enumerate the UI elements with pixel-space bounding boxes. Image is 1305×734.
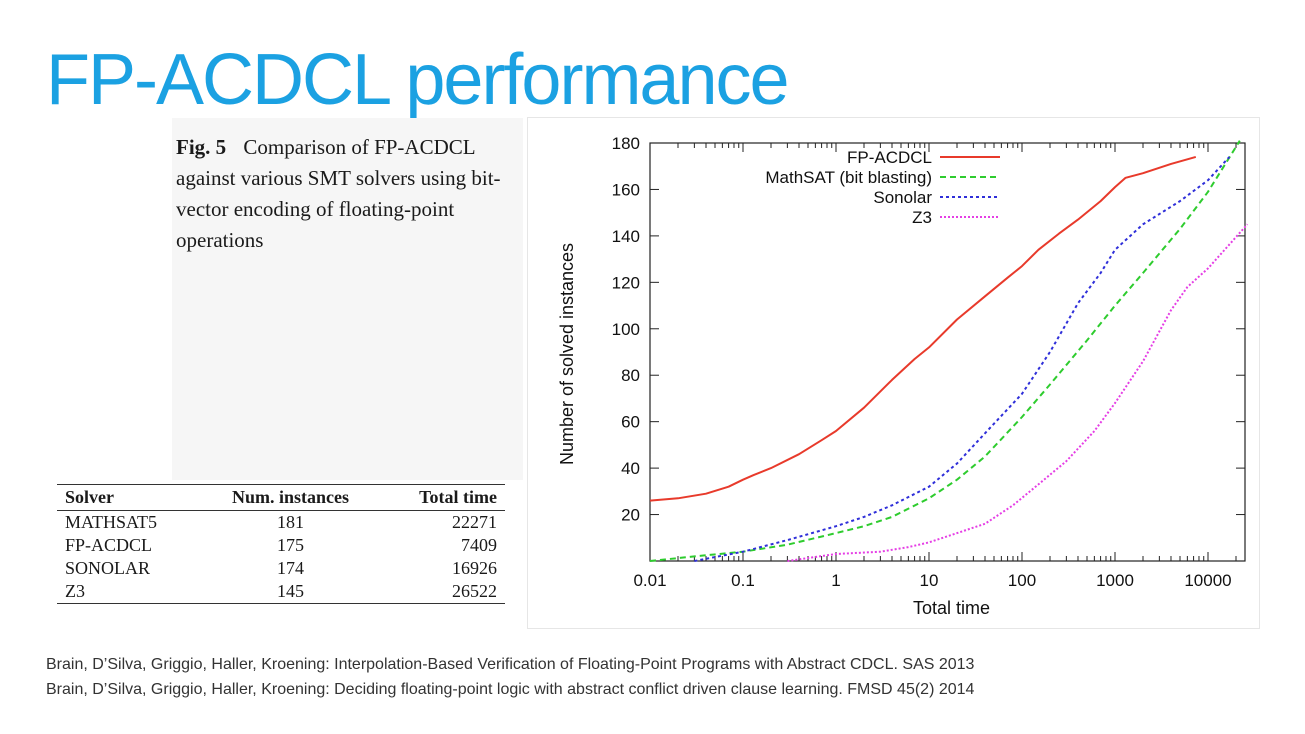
x-axis-label: Total time bbox=[913, 598, 990, 618]
table-row: FP-ACDCL 175 7409 bbox=[57, 534, 505, 557]
chart-panel bbox=[527, 117, 1260, 629]
legend-label: Sonolar bbox=[873, 188, 932, 207]
y-tick-label: 180 bbox=[612, 134, 640, 153]
solved-instances-chart: 0.01 0.1 1 10 100 1000 10000 20 40 60 80 100 120 140 1… bbox=[557, 134, 1249, 618]
solver-name: MATHSAT5 bbox=[65, 512, 158, 532]
reference-item: Brain, D’Silva, Griggio, Haller, Kroenin… bbox=[46, 656, 975, 673]
y-tick-label: 60 bbox=[621, 413, 640, 432]
table-header-row: Solver Num. instances Total time bbox=[57, 484, 505, 511]
caption-rest: against various SMT solvers using bit-ve… bbox=[176, 166, 501, 252]
caption-tool-name: FP-ACDCL bbox=[374, 135, 476, 159]
y-tick-label: 140 bbox=[612, 227, 640, 246]
x-tick-label: 0.1 bbox=[731, 571, 755, 590]
table-row: MATHSAT5 181 22271 bbox=[57, 511, 505, 535]
figure-caption-panel bbox=[172, 118, 523, 480]
y-axis-label: Number of solved instances bbox=[557, 243, 577, 465]
y-tick-label: 40 bbox=[621, 459, 640, 478]
column-header-time: Total time bbox=[379, 484, 505, 511]
solver-results-table: Solver Num. instances Total time MATHSAT… bbox=[57, 484, 505, 604]
figure-number: Fig. 5 bbox=[176, 135, 227, 159]
legend-label: MathSAT (bit blasting) bbox=[765, 168, 932, 187]
y-tick-label: 160 bbox=[612, 180, 640, 199]
plot-frame bbox=[649, 142, 1246, 562]
caption-lead: Comparison of bbox=[243, 135, 369, 159]
legend-label: Z3 bbox=[912, 208, 932, 227]
x-tick-label: 100 bbox=[1008, 571, 1036, 590]
total-time: 7409 bbox=[461, 535, 497, 555]
page-title: FP-ACDCL performance bbox=[46, 40, 790, 120]
total-time: 26522 bbox=[379, 580, 505, 604]
y-tick-label: 100 bbox=[612, 320, 640, 339]
series-line-2 bbox=[694, 156, 1231, 562]
series-line-1 bbox=[649, 140, 1241, 562]
num-instances: 175 bbox=[276, 535, 304, 555]
column-header-solver: Solver bbox=[57, 484, 202, 511]
solver-name: SONOLAR bbox=[65, 558, 151, 578]
table-row: Z3 145 26522 bbox=[57, 580, 505, 604]
x-tick-label: 1 bbox=[831, 571, 840, 590]
x-tick-label: 10000 bbox=[1184, 571, 1231, 590]
solver-name: Z3 bbox=[57, 580, 202, 604]
x-tick-label: 1000 bbox=[1096, 571, 1134, 590]
num-instances: 181 bbox=[276, 512, 304, 532]
x-tick-label: 10 bbox=[920, 571, 939, 590]
series-line-3 bbox=[787, 223, 1249, 562]
figure-caption: Fig. 5 Comparison of FP-ACDCL against va… bbox=[176, 132, 521, 256]
num-instances: 145 bbox=[201, 580, 380, 604]
reference-item: Brain, D’Silva, Griggio, Haller, Kroenin… bbox=[46, 681, 975, 698]
series-line-0 bbox=[649, 155, 1197, 502]
column-header-instances: Num. instances bbox=[201, 484, 380, 511]
x-tick-label: 0.01 bbox=[633, 571, 666, 590]
solver-name: FP-ACDCL bbox=[65, 535, 153, 555]
y-tick-label: 120 bbox=[612, 273, 640, 292]
references: Brain, D’Silva, Griggio, Haller, Kroenin… bbox=[46, 654, 1296, 704]
y-tick-label: 80 bbox=[621, 366, 640, 385]
total-time: 22271 bbox=[452, 512, 497, 532]
num-instances: 174 bbox=[276, 558, 304, 578]
total-time: 16926 bbox=[452, 558, 497, 578]
legend-label: FP-ACDCL bbox=[847, 148, 932, 167]
table-row: SONOLAR 174 16926 bbox=[57, 557, 505, 580]
y-tick-label: 20 bbox=[621, 506, 640, 525]
